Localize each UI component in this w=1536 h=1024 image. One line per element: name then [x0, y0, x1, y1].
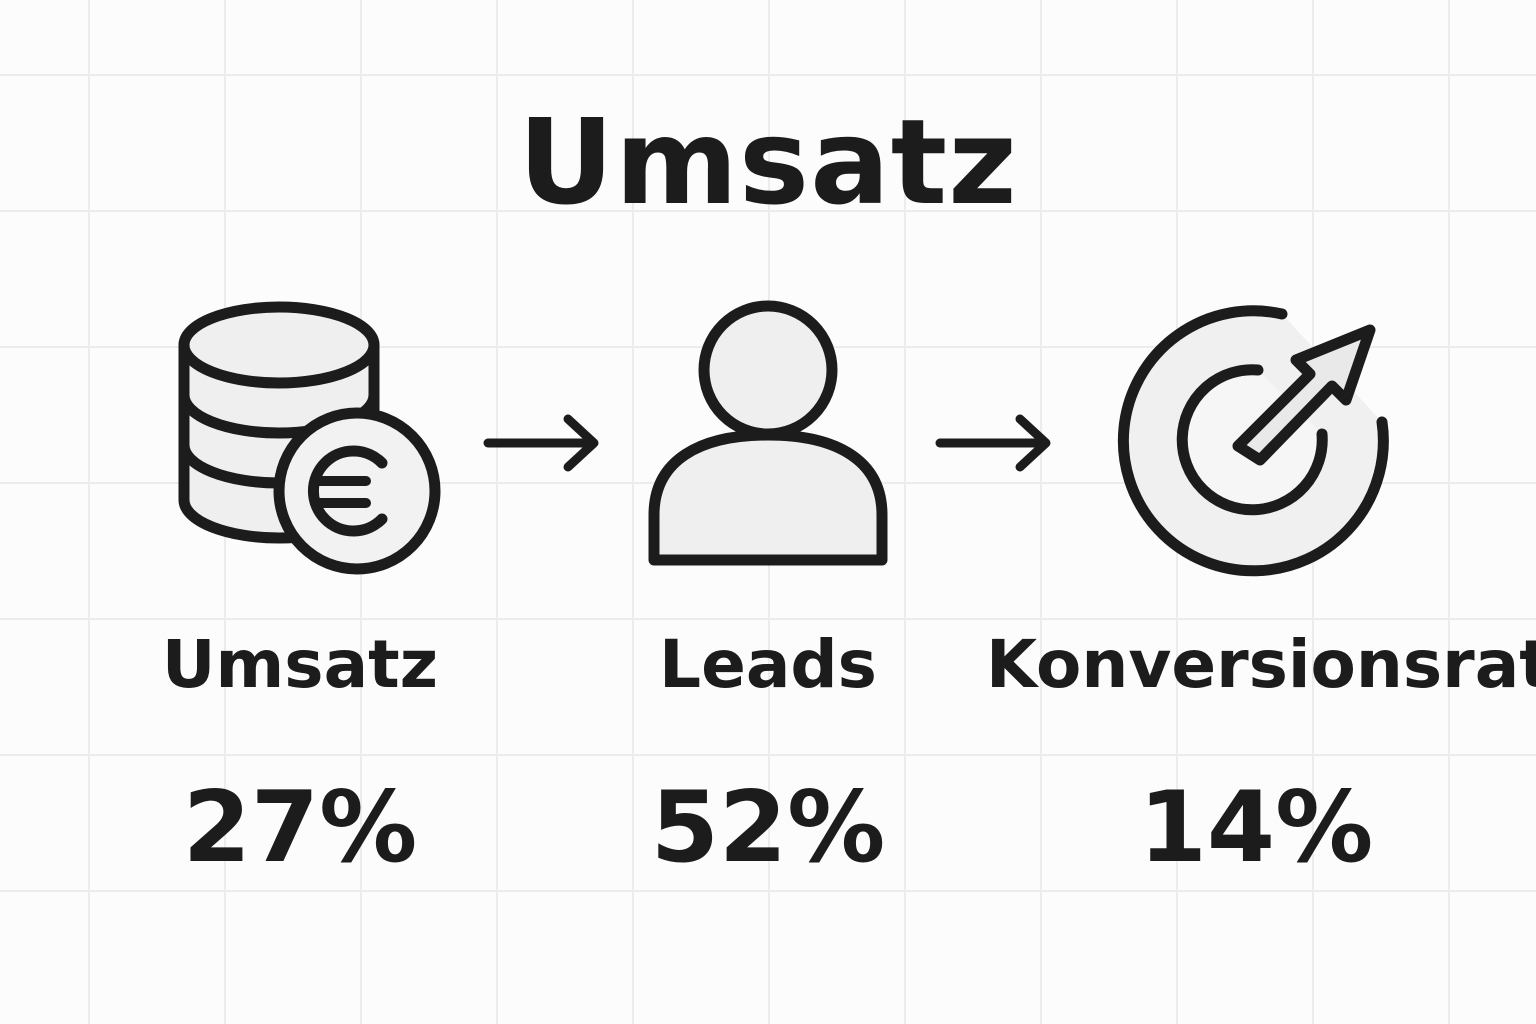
- step-label-leads: Leads: [659, 626, 877, 703]
- step-value-konversionsrate: 14%: [1138, 771, 1374, 885]
- page-title: Umsatz: [518, 93, 1018, 231]
- step-label-umsatz: Umsatz: [161, 626, 439, 703]
- user-icon: [648, 300, 888, 566]
- target-arrow-icon: [1117, 305, 1389, 577]
- step-value-umsatz: 27%: [182, 771, 418, 885]
- step-label-konversionsrate: Konversionsrate: [986, 626, 1536, 703]
- coins-euro-icon: [178, 301, 441, 575]
- arrow-right-icon: [483, 414, 599, 472]
- arrow-right-icon: [935, 414, 1051, 472]
- step-value-leads: 52%: [650, 771, 886, 885]
